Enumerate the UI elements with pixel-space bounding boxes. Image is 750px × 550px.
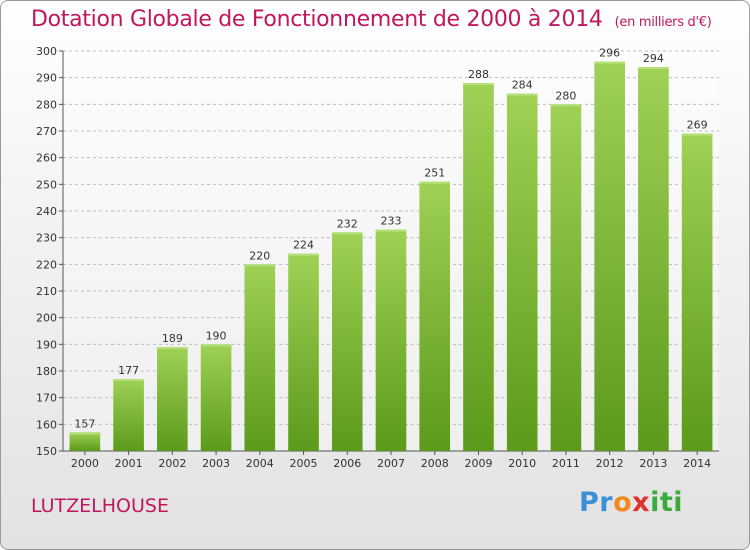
x-tick-label: 2005 (290, 457, 318, 470)
bar (681, 133, 713, 451)
bar (594, 61, 625, 452)
bar-highlight (375, 229, 407, 232)
x-tick-label: 2007 (377, 457, 405, 470)
logo-part-1: Pr (579, 487, 614, 518)
y-tick-label: 210 (36, 285, 57, 298)
y-tick-label: 180 (36, 365, 57, 378)
bar-highlight (638, 67, 669, 69)
bar-highlight (594, 61, 625, 64)
bar-highlight (69, 432, 101, 435)
logo-part-4: iti (650, 487, 684, 518)
x-tick-label: 2000 (71, 457, 99, 470)
value-label: 233 (381, 215, 402, 228)
value-label: 224 (293, 239, 314, 252)
y-tick-label: 250 (36, 178, 57, 191)
bar (69, 432, 101, 451)
x-tick-label: 2010 (508, 457, 536, 470)
bar (288, 253, 319, 451)
proxiti-logo: Proxiti (579, 487, 683, 518)
y-tick-label: 270 (36, 125, 57, 138)
bar (506, 93, 538, 452)
x-tick-label: 2013 (639, 457, 667, 470)
value-label: 177 (118, 364, 139, 377)
y-tick-label: 300 (36, 45, 57, 58)
bar-highlight (506, 93, 538, 96)
value-label: 220 (249, 249, 270, 262)
y-tick-label: 170 (36, 392, 57, 405)
bar (550, 104, 582, 451)
value-label: 190 (206, 329, 227, 342)
bar-highlight (288, 253, 319, 256)
x-tick-label: 2014 (683, 457, 711, 470)
bar (113, 379, 144, 451)
bar (200, 344, 232, 451)
bar (375, 229, 407, 451)
y-tick-label: 260 (36, 152, 57, 165)
bar-highlight (200, 344, 232, 347)
bar-highlight (244, 264, 276, 267)
bar-highlight (681, 133, 713, 136)
x-tick-label: 2003 (202, 457, 230, 470)
y-tick-label: 290 (36, 72, 57, 85)
bar-highlight (463, 83, 494, 85)
bar-highlight (157, 347, 188, 349)
commune-name: LUTZELHOUSE (31, 495, 169, 517)
value-label: 157 (74, 417, 95, 430)
value-label: 189 (162, 332, 183, 345)
y-tick-label: 280 (36, 98, 57, 111)
bar (244, 264, 276, 451)
x-tick-label: 2008 (421, 457, 449, 470)
x-tick-label: 2011 (552, 457, 580, 470)
bar-highlight (550, 104, 582, 107)
y-tick-label: 190 (36, 338, 57, 351)
value-label: 251 (424, 167, 445, 180)
value-label: 280 (555, 89, 576, 102)
bar-highlight (419, 181, 451, 184)
y-tick-label: 220 (36, 258, 57, 271)
chart-title: Dotation Globale de Fonctionnement de 20… (31, 7, 712, 32)
bar (419, 181, 451, 451)
x-tick-label: 2002 (158, 457, 186, 470)
value-label: 269 (687, 119, 708, 132)
logo-part-3: x (632, 487, 651, 518)
y-tick-label: 230 (36, 232, 57, 245)
x-tick-label: 2009 (464, 457, 492, 470)
value-label: 294 (643, 52, 664, 65)
x-tick-label: 2004 (246, 457, 274, 470)
y-tick-label: 240 (36, 205, 57, 218)
value-label: 284 (512, 79, 533, 92)
x-tick-label: 2001 (115, 457, 143, 470)
bar (157, 347, 188, 451)
value-label: 232 (337, 217, 358, 230)
bar (331, 232, 363, 451)
bar (638, 67, 669, 451)
x-tick-label: 2006 (333, 457, 361, 470)
y-tick-label: 160 (36, 418, 57, 431)
bar-highlight (331, 232, 363, 235)
x-tick-label: 2012 (596, 457, 624, 470)
logo-part-2: o (613, 487, 633, 518)
bar (463, 83, 494, 451)
y-tick-label: 200 (36, 312, 57, 325)
chart-subtitle: (en milliers d'€) (614, 15, 712, 30)
value-label: 296 (599, 47, 620, 60)
y-tick-label: 150 (36, 445, 57, 458)
chart-title-text: Dotation Globale de Fonctionnement de 20… (31, 7, 603, 32)
bar-highlight (113, 379, 144, 381)
value-label: 288 (468, 68, 489, 81)
